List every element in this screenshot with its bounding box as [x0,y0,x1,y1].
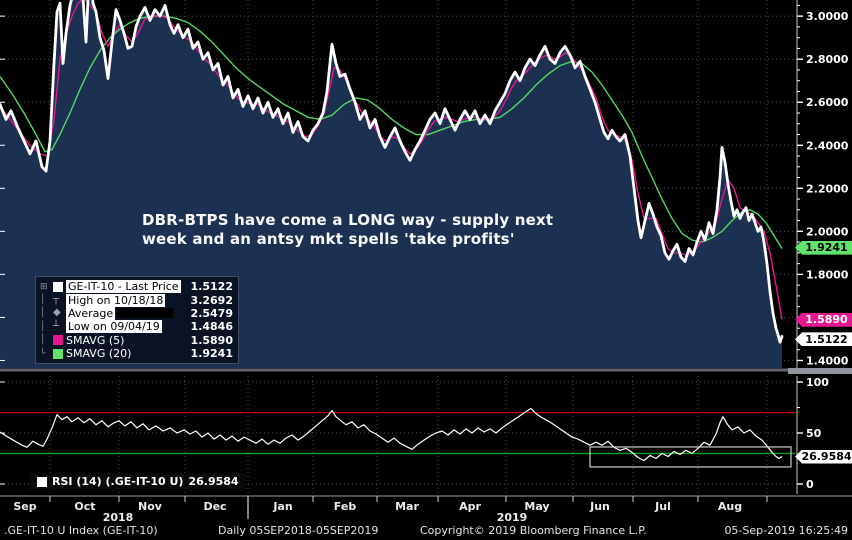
badge-last-price: 1.5122 [795,332,852,347]
rsi-legend-value: 26.9584 [188,475,239,488]
price-axis-label: 1.4000 [806,354,849,367]
legend-tree-expander-icon[interactable]: ⊞ [40,281,48,292]
legend-label: Low on 09/04/19 [66,320,162,334]
price-axis: 3.0000 2.8000 2.6000 2.4000 2.2000 2.0000 1.80… [0,0,849,368]
average-diamond-icon: ◆ [53,307,61,319]
price-axis-label: 2.2000 [806,182,849,195]
rsi-legend-label: RSI (14) (.GE-IT-10 U) [52,475,184,488]
month-label: Oct [74,500,95,513]
rsi-axis-label: 0 [806,478,814,491]
badge-sma5-value: 1.5890 [795,312,852,327]
price-axis-label: 2.0000 [806,225,849,238]
panel-divider [0,368,852,372]
white-square-swatch-icon [53,281,66,292]
high-tick-icon: ┬ [53,294,60,306]
month-label: Jul [654,500,671,513]
price-axis-label: 1.8000 [806,268,849,281]
legend-label: High on 10/18/18 [66,293,166,307]
chart-annotation: DBR-BTPS have come a LONG way - supply n… [142,211,553,249]
last-price-line [0,0,784,344]
time-axis: Sep Oct Nov Dec Jan Feb Mar Apr May Jun Jul Aug 2018… [0,495,852,522]
status-bar: .GE-IT-10 U Index (GE-IT-10) Daily 05SEP… [0,522,852,540]
legend-value: 2.5479 [190,306,233,320]
month-label: Aug [718,500,742,513]
year-label: 2019 [497,511,528,522]
price-legend: ⊞ GE-IT-10 - Last Price 1.5122 │ ┬ High … [35,276,239,365]
month-label: Dec [203,500,226,513]
price-axis-label: 2.8000 [806,53,849,66]
legend-row-average[interactable]: │ ◆ Average 2.5479 [40,306,233,320]
month-label: Mar [395,500,419,513]
legend-value: 1.4846 [190,320,233,334]
annotation-line-2: week and an antsy mkt spells 'take profi… [142,230,515,248]
rsi-panel [0,407,795,468]
month-label: Feb [334,500,357,513]
month-label: Apr [459,500,481,513]
white-square-swatch-icon [37,476,47,487]
month-label: Jun [589,500,610,513]
month-label: Nov [138,500,163,513]
status-copyright: Copyright© 2019 Bloomberg Finance L.P. [420,524,647,537]
panel-divider-handle[interactable] [788,368,852,374]
status-instrument: .GE-IT-10 U Index (GE-IT-10) [4,524,158,537]
green-square-swatch-icon [53,348,66,359]
legend-row-smavg5[interactable]: │ SMAVG (5) 1.5890 [40,333,233,347]
badge-sma20-value: 1.9241 [795,240,852,255]
legend-value: 3.2692 [190,293,233,307]
month-label: May [524,500,549,513]
legend-value: 1.5122 [190,280,233,294]
legend-redacted-box [117,308,174,319]
legend-label: SMAVG (20) [66,347,132,361]
low-tick-icon: ┴ [53,320,60,332]
badge-rsi-value: 26.9584 [795,449,852,464]
legend-row-low[interactable]: │ ┴ Low on 09/04/19 1.4846 [40,320,233,334]
legend-row-high[interactable]: │ ┬ High on 10/18/18 3.2692 [40,293,233,307]
legend-label: GE-IT-10 - Last Price [66,280,181,294]
legend-value: 1.9241 [190,347,233,361]
status-date-range: Daily 05SEP2018-05SEP2019 [218,524,379,537]
legend-label: SMAVG (5) [66,333,125,347]
magenta-square-swatch-icon [53,335,66,346]
smavg20-line [0,15,783,249]
legend-value: 1.5890 [190,333,233,347]
status-datetime: 05-Sep-2019 16:25:49 [724,524,848,537]
rsi-line [0,407,783,462]
annotation-line-1: DBR-BTPS have come a LONG way - supply n… [142,211,554,229]
month-label: Jan [272,500,292,513]
rsi-highlight-box [589,446,792,468]
rsi-axis-label: 100 [806,376,829,389]
rsi-axis-label: 50 [806,427,822,440]
legend-row-last-price[interactable]: ⊞ GE-IT-10 - Last Price 1.5122 [40,280,233,294]
month-label: Sep [13,500,36,513]
rsi-legend[interactable]: RSI (14) (.GE-IT-10 U) 26.9584 [30,473,246,490]
year-label: 2018 [103,511,134,522]
chart-canvas[interactable]: 3.0000 2.8000 2.6000 2.4000 2.2000 2.0000 1.80… [0,0,852,522]
price-axis-label: 3.0000 [806,10,849,23]
rsi-axis: 100 50 0 [0,376,829,494]
price-axis-label: 2.6000 [806,96,849,109]
legend-label: Average [66,306,116,320]
legend-row-smavg20[interactable]: └ SMAVG (20) 1.9241 [40,347,233,361]
price-axis-label: 2.4000 [806,139,849,152]
